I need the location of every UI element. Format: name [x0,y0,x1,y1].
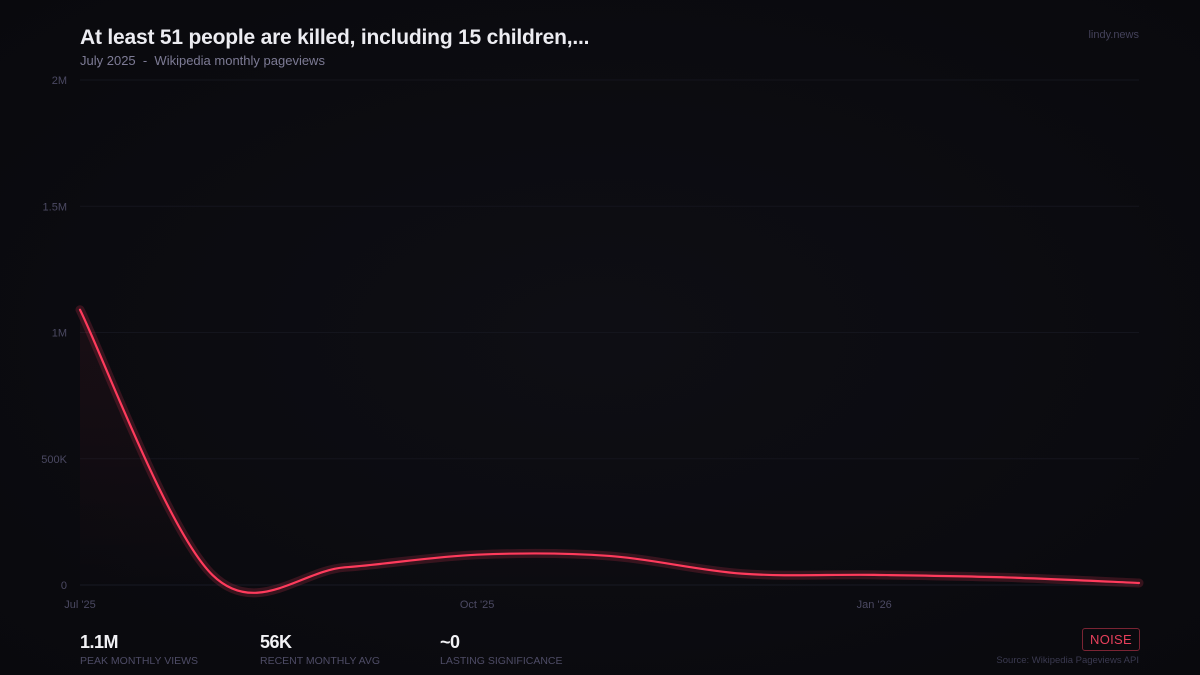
x-tick-label: Jul '25 [64,599,95,611]
chart-subtitle: July 2025 - Wikipedia monthly pageviews [80,53,325,68]
line-glow [75,305,1144,598]
area-fill [80,309,1139,593]
x-tick-label: Jan '26 [857,599,892,611]
stat-label: LASTING SIGNIFICANCE [440,655,563,667]
source-label: Source: Wikipedia Pageviews API [996,655,1139,666]
x-axis: Jul '25 Oct '25 Jan '26 [64,599,892,611]
verdict-badge: NOISE [1082,628,1140,651]
y-tick-label: 500K [41,454,67,466]
chart-title: At least 51 people are killed, including… [80,26,590,49]
x-tick-label: Oct '25 [460,599,495,611]
grid-lines [80,79,1139,586]
pageviews-line [78,308,1141,594]
y-tick-label: 1.5M [43,201,67,213]
y-tick-label: 0 [61,580,67,592]
stat-value: 1.1M [80,632,119,652]
y-tick-label: 2M [52,75,67,87]
y-axis: 0 500K 1M 1.5M 2M [41,75,67,592]
stat-value: ~0 [440,632,460,652]
stat-label: RECENT MONTHLY AVG [260,655,380,667]
stat-recent-avg: 56K RECENT MONTHLY AVG [260,632,380,667]
stat-lasting-significance: ~0 LASTING SIGNIFICANCE [440,632,563,667]
brand-label: lindy.news [1088,29,1139,41]
y-tick-label: 1M [52,328,67,340]
stat-label: PEAK MONTHLY VIEWS [80,655,199,667]
stat-value: 56K [260,632,292,652]
stat-peak: 1.1M PEAK MONTHLY VIEWS [80,632,198,667]
